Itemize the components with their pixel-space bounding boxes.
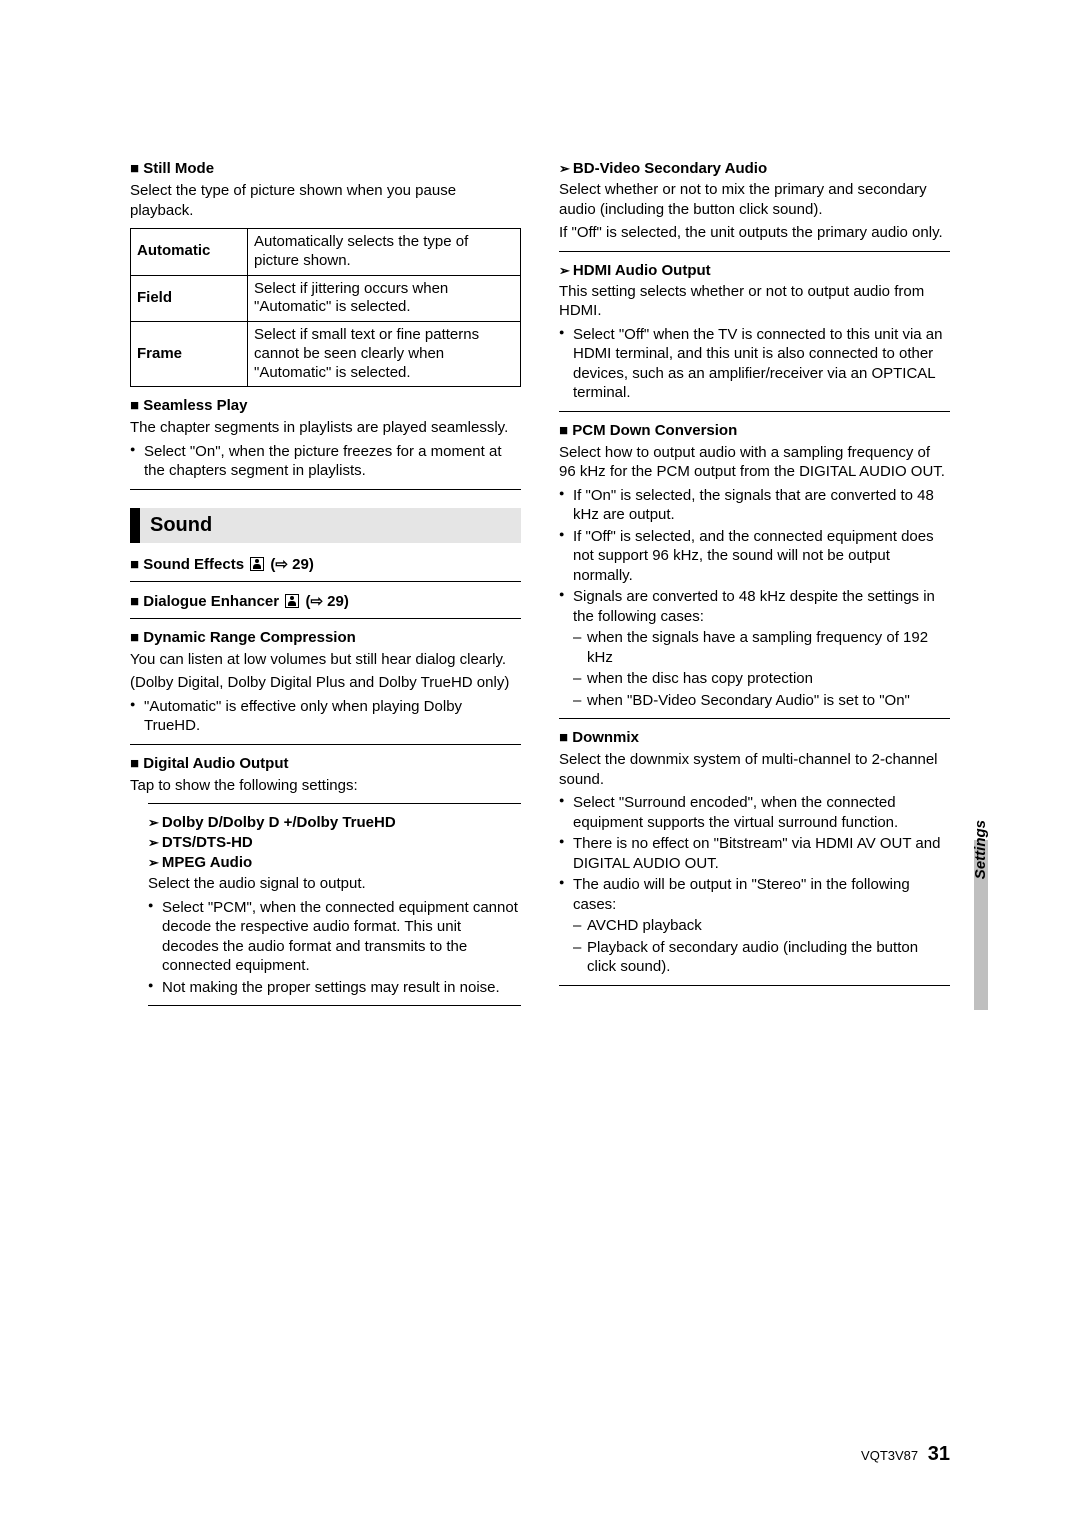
page-footer: VQT3V87 31 <box>861 1443 950 1466</box>
dao-b1: Select "PCM", when the connected equipme… <box>148 898 521 976</box>
downmix-b2: There is no effect on "Bitstream" via HD… <box>559 834 950 873</box>
divider <box>130 581 521 582</box>
pcm-b1: If "On" is selected, the signals that ar… <box>559 486 950 525</box>
left-column: Still Mode Select the type of picture sh… <box>130 160 521 1016</box>
table-row: Frame Select if small text or fine patte… <box>131 322 521 387</box>
still-mode-heading: Still Mode <box>130 160 521 177</box>
page-number: 31 <box>928 1443 950 1465</box>
still-mode-table: Automatic Automatically selects the type… <box>130 228 521 387</box>
dialogue-enhancer-heading: Dialogue Enhancer (⇨ 29) <box>130 592 521 610</box>
person-icon <box>250 557 264 571</box>
divider <box>148 1005 521 1006</box>
dao-sub1: Dolby D/Dolby D +/Dolby TrueHD <box>148 814 521 831</box>
pcm-p1: Select how to output audio with a sampli… <box>559 443 950 482</box>
table-row: Field Select if jittering occurs when "A… <box>131 275 521 322</box>
divider <box>559 251 950 252</box>
divider <box>130 618 521 619</box>
dao-heading: Digital Audio Output <box>130 755 521 772</box>
seamless-bullet: Select "On", when the picture freezes fo… <box>130 442 521 481</box>
seamless-heading: Seamless Play <box>130 397 521 414</box>
downmix-b1: Select "Surround encoded", when the conn… <box>559 793 950 832</box>
hdmi-heading: HDMI Audio Output <box>559 262 950 279</box>
bdsa-heading: BD-Video Secondary Audio <box>559 160 950 177</box>
dao-sub3: MPEG Audio <box>148 854 521 871</box>
table-row: Automatic Automatically selects the type… <box>131 229 521 276</box>
side-label: Settings <box>972 820 989 879</box>
divider <box>559 411 950 412</box>
downmix-b3: The audio will be output in "Stereo" in … <box>559 875 950 914</box>
dao-desc: Tap to show the following settings: <box>130 776 521 796</box>
drc-p1: You can listen at low volumes but still … <box>130 650 521 670</box>
pcm-d1: when the signals have a sampling frequen… <box>559 628 950 667</box>
pcm-b2: If "Off" is selected, and the connected … <box>559 527 950 586</box>
person-icon <box>285 594 299 608</box>
downmix-d2: Playback of secondary audio (including t… <box>559 938 950 977</box>
doc-code: VQT3V87 <box>861 1448 918 1463</box>
pcm-d3: when "BD-Video Secondary Audio" is set t… <box>559 691 950 711</box>
drc-heading: Dynamic Range Compression <box>130 629 521 646</box>
seamless-desc: The chapter segments in playlists are pl… <box>130 418 521 438</box>
sound-section-header: Sound <box>130 508 521 543</box>
hdmi-p1: This setting selects whether or not to o… <box>559 282 950 321</box>
still-mode-desc: Select the type of picture shown when yo… <box>130 181 521 220</box>
divider <box>130 744 521 745</box>
divider <box>148 803 521 804</box>
bdsa-p2: If "Off" is selected, the unit outputs t… <box>559 223 950 243</box>
downmix-p1: Select the downmix system of multi-chann… <box>559 750 950 789</box>
hdmi-b1: Select "Off" when the TV is connected to… <box>559 325 950 403</box>
sound-effects-heading: Sound Effects (⇨ 29) <box>130 555 521 573</box>
drc-bullet: "Automatic" is effective only when playi… <box>130 697 521 736</box>
drc-p2: (Dolby Digital, Dolby Digital Plus and D… <box>130 673 521 693</box>
dao-p1: Select the audio signal to output. <box>148 874 521 894</box>
dao-sub2: DTS/DTS-HD <box>148 834 521 851</box>
right-column: BD-Video Secondary Audio Select whether … <box>559 160 950 1016</box>
pcm-b3: Signals are converted to 48 kHz despite … <box>559 587 950 626</box>
pcm-heading: PCM Down Conversion <box>559 422 950 439</box>
dao-b2: Not making the proper settings may resul… <box>148 978 521 998</box>
divider <box>559 718 950 719</box>
divider <box>559 985 950 986</box>
divider <box>130 489 521 490</box>
downmix-heading: Downmix <box>559 729 950 746</box>
downmix-d1: AVCHD playback <box>559 916 950 936</box>
pcm-d2: when the disc has copy protection <box>559 669 950 689</box>
bdsa-p1: Select whether or not to mix the primary… <box>559 180 950 219</box>
